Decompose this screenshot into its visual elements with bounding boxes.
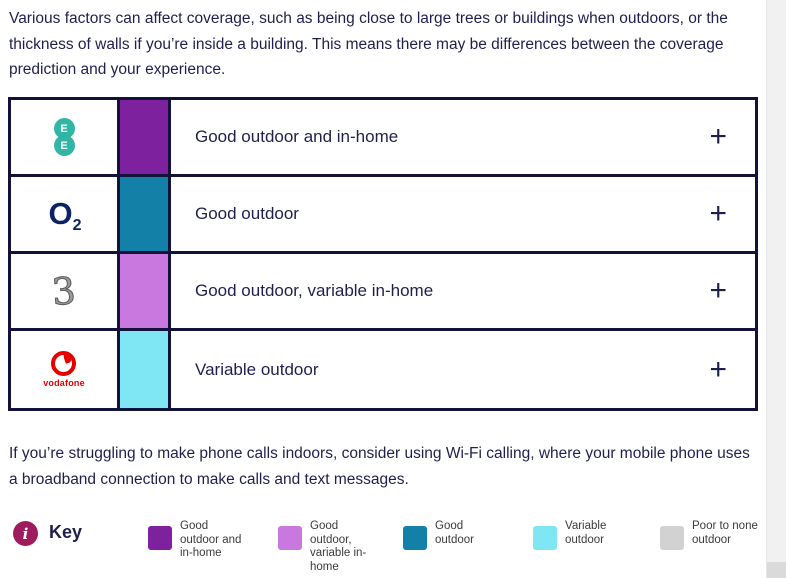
- plus-icon: +: [709, 274, 727, 307]
- expand-button-three[interactable]: +: [709, 276, 727, 306]
- expand-button-ee[interactable]: +: [709, 122, 727, 152]
- coverage-label-ee: Good outdoor and in-home: [195, 127, 399, 146]
- expand-button-o2[interactable]: +: [709, 199, 727, 229]
- legend-item-variable-outdoor: Variable outdoor: [533, 520, 627, 550]
- o2-logo-cell: O2: [11, 177, 120, 251]
- o2-logo: O2: [48, 196, 82, 234]
- coverage-row-vodafone[interactable]: vodafone Variable outdoor +: [11, 331, 755, 408]
- vodafone-speechmark-icon: [62, 351, 74, 364]
- ee-logo-letter-top: E: [53, 118, 75, 139]
- legend-item-poor-to-none-outdoor: Poor to none outdoor: [660, 520, 766, 550]
- plus-icon: +: [709, 197, 727, 230]
- ee-logo: E E: [53, 118, 75, 156]
- coverage-description-cell-o2: Good outdoor +: [168, 177, 755, 251]
- legend-label: Good outdoor, variable in-home: [310, 520, 367, 573]
- vodafone-ring-icon: [51, 351, 77, 376]
- vodafone-logo-cell: vodafone: [11, 331, 120, 408]
- coverage-row-three[interactable]: 3 Good outdoor, variable in-home +: [11, 254, 755, 331]
- coverage-label-vodafone: Variable outdoor: [195, 359, 319, 379]
- coverage-swatch-three: [120, 254, 168, 328]
- coverage-row-ee[interactable]: E E Good outdoor and in-home +: [11, 100, 755, 177]
- three-logo: 3: [50, 268, 78, 314]
- coverage-description-cell-vodafone: Variable outdoor +: [168, 331, 755, 408]
- coverage-swatch-vodafone: [120, 331, 168, 408]
- legend-item-good-outdoor-in-home: Good outdoor and in-home: [148, 520, 250, 561]
- operator-coverage-table: E E Good outdoor and in-home + O2 Good o…: [8, 97, 758, 411]
- coverage-description-cell-ee: Good outdoor and in-home +: [168, 100, 755, 174]
- coverage-label-o2: Good outdoor: [195, 204, 299, 223]
- plus-icon: +: [709, 120, 727, 153]
- ee-logo-cell: E E: [11, 100, 120, 174]
- legend-label: Good outdoor and in-home: [180, 520, 242, 559]
- scrollbar-track[interactable]: [766, 0, 786, 578]
- legend-swatch: [660, 526, 684, 550]
- coverage-swatch-o2: [120, 177, 168, 251]
- coverage-key: i Key Good outdoor and in-home Good outd…: [0, 512, 766, 578]
- coverage-factors-paragraph: Various factors can affect coverage, suc…: [9, 10, 728, 78]
- three-logo-cell: 3: [11, 254, 120, 328]
- legend-swatch: [148, 526, 172, 550]
- scrollbar-thumb[interactable]: [767, 562, 786, 578]
- info-icon: i: [13, 521, 38, 546]
- legend-swatch: [278, 526, 302, 550]
- key-title: Key: [49, 522, 83, 542]
- legend-label: Good outdoor: [435, 520, 475, 546]
- coverage-swatch-ee: [120, 100, 168, 174]
- expand-button-vodafone[interactable]: +: [709, 352, 727, 386]
- plus-icon: +: [709, 352, 727, 386]
- legend-label: Poor to none outdoor: [692, 520, 758, 546]
- coverage-row-o2[interactable]: O2 Good outdoor +: [11, 177, 755, 254]
- legend-item-good-outdoor-variable-in-home: Good outdoor, variable in-home: [278, 520, 380, 574]
- coverage-label-three: Good outdoor, variable in-home: [195, 281, 434, 300]
- legend-swatch: [403, 526, 427, 550]
- legend-item-good-outdoor: Good outdoor: [403, 520, 497, 550]
- legend-label: Variable outdoor: [565, 520, 607, 546]
- o2-logo-main: O: [48, 196, 72, 231]
- o2-logo-subscript: 2: [72, 217, 82, 234]
- wifi-calling-paragraph: If you’re struggling to make phone calls…: [9, 445, 750, 488]
- ee-logo-letter-bottom: E: [53, 135, 75, 156]
- legend-swatch: [533, 526, 557, 550]
- coverage-description-cell-three: Good outdoor, variable in-home +: [168, 254, 755, 328]
- vodafone-logo: vodafone: [43, 351, 85, 388]
- vodafone-wordmark: vodafone: [43, 378, 85, 388]
